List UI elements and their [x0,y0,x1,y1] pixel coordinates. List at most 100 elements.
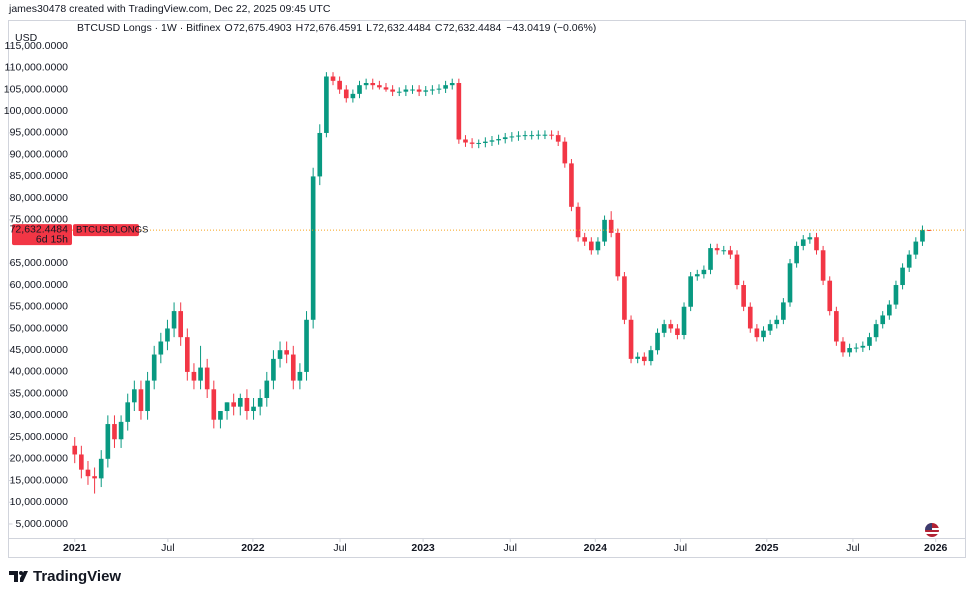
candle-body [324,76,329,133]
candle-body [456,83,462,140]
candle-body [396,91,402,93]
candle-body [423,90,429,92]
y-tick-label: 5,000.0000 [15,518,68,530]
currency: USD [15,32,38,44]
price-label: 72,632.4484 [10,223,69,235]
legend-value: 72,632.4484 [443,22,502,34]
candle-body [231,402,236,407]
series-tag-box [73,224,139,237]
y-tick-label: 80,000.0000 [10,192,69,204]
x-tick-label: Jul [161,542,174,554]
candle-body [588,241,594,251]
y-tick-label: 75,000.0000 [10,214,69,226]
candle-body [198,367,203,381]
candle-body [787,263,793,303]
legend-value: 72,676.4591 [304,22,363,34]
candle-body [675,328,680,335]
candle-body [204,367,210,390]
candle-body [264,380,270,398]
candle-body [867,337,872,346]
candle-body [608,219,614,233]
y-tick-label: 15,000.0000 [10,474,69,486]
candle-body [132,389,137,403]
candle-body [622,276,627,320]
candle-body [112,424,117,440]
candle-body [337,80,342,90]
candle-body [635,356,640,359]
candle-body [509,136,515,138]
candle-body [893,285,899,305]
candle-body [496,139,501,141]
y-tick-label: 55,000.0000 [10,301,69,313]
candle-body [542,134,548,136]
candle-body [85,469,91,477]
candle-body [688,276,693,307]
candle-body [151,354,157,381]
candle-body [708,248,713,270]
candle-body [628,319,634,359]
x-tick-label: Jul [846,542,859,554]
candle-body [218,411,223,420]
candle-body [814,237,819,251]
x-tick-label: Jul [333,542,346,554]
symbol: BTCUSD Longs · 1W · Bitfinex [77,22,221,34]
candle-body [410,89,415,91]
logo-dot [19,571,23,575]
candle-body [105,424,111,459]
y-tick-label: 50,000.0000 [10,322,69,334]
y-tick-label: 10,000.0000 [10,496,69,508]
candle-body [807,237,813,240]
flag-stripe [925,532,939,534]
candle-body [734,254,740,286]
candle-body [661,324,667,333]
candle-body [317,132,323,177]
candle-body [98,458,104,479]
y-tick-label: 100,000.0000 [4,105,68,117]
x-tick-label: Jul [674,542,687,554]
candle-body [79,454,84,470]
candle-body [840,341,846,353]
candle-body [191,371,197,381]
x-tick-label: 2024 [584,542,608,554]
candle-body [443,85,448,89]
y-tick-label: 35,000.0000 [10,387,69,399]
x-tick-label: 2021 [63,542,87,554]
candle-body [781,302,786,320]
y-tick-label: 110,000.0000 [5,62,69,74]
candle-body [138,389,144,412]
candle-body [880,315,886,325]
y-tick-label: 65,000.0000 [10,257,69,269]
candle-body [767,324,773,331]
candle-body [536,134,541,136]
candle-body [800,239,806,246]
candle-body [900,267,905,286]
candle-body [668,324,674,329]
legend-value: −43.0419 (−0.06%) [506,22,596,34]
brand: TradingView [33,568,121,585]
candle-body [125,402,131,422]
candle-body [237,397,243,407]
candle-body [549,134,554,136]
candle-body [449,83,455,86]
candle-body [383,87,389,90]
candle-body [416,89,422,92]
series-tag: BTCUSDLONGS [76,225,148,236]
candle-body [244,397,250,412]
y-tick-label: 90,000.0000 [10,148,69,160]
candle-body [72,445,78,455]
candle-body [774,319,780,325]
candle-body [926,229,932,231]
candle-body [794,245,799,264]
candle-body [655,332,660,351]
candle-body [343,89,349,99]
candle-body [602,219,607,242]
x-tick-label: 2026 [924,542,948,554]
candle-body [853,347,859,349]
y-tick-label: 20,000.0000 [10,453,69,465]
candle-body [257,397,263,407]
x-tick-label: 2022 [241,542,265,554]
y-tick-label: 115,000.0000 [5,40,69,52]
candle-body [701,269,707,275]
candle-body [681,306,687,335]
